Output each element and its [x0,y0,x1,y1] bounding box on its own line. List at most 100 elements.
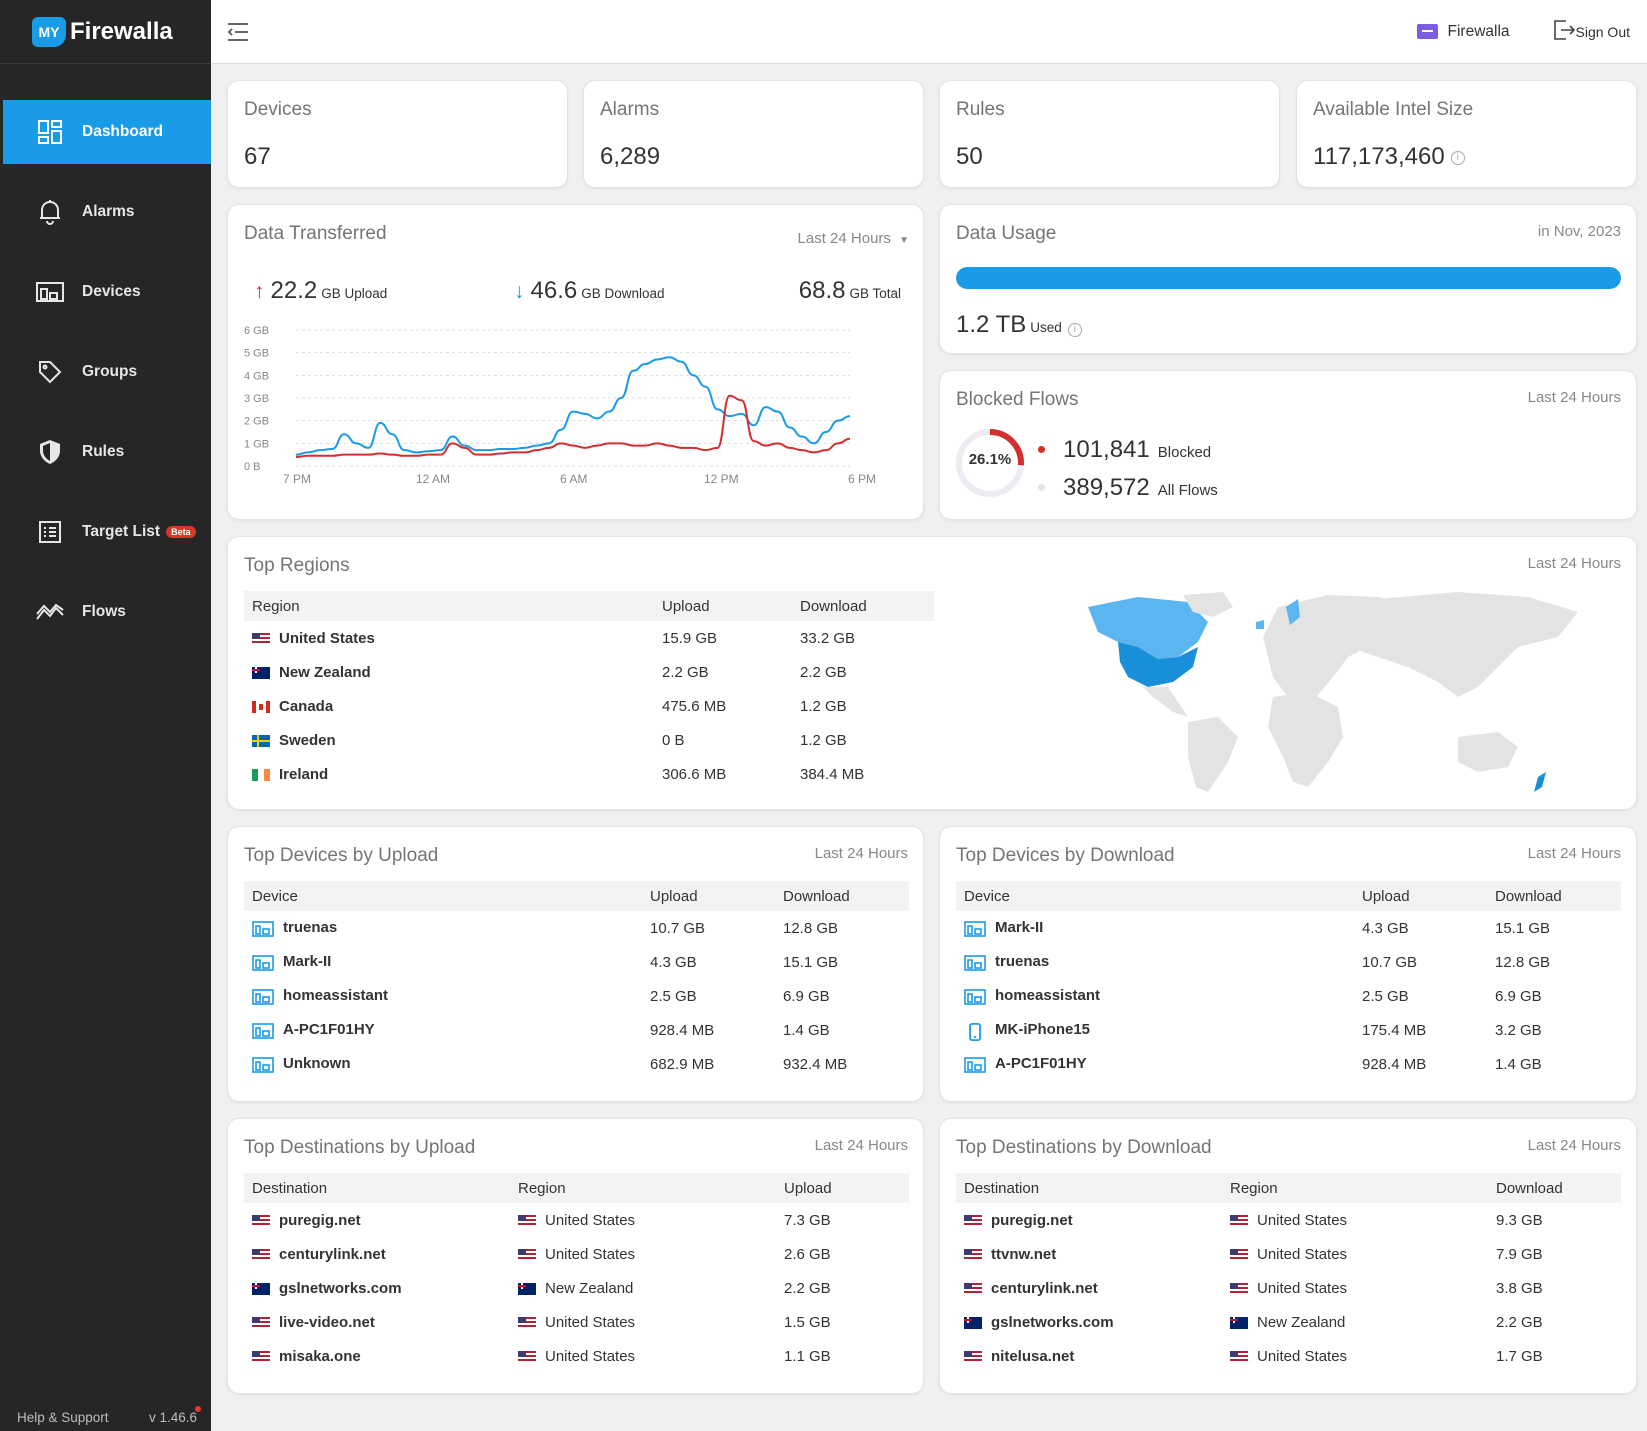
world-map [1088,592,1578,792]
table-row[interactable]: puregig.net United States 7.3 GB [244,1203,909,1237]
sidebar-footer: Help & Support v 1.46.6 [17,1406,201,1425]
upload-series-line [295,394,851,458]
device-name[interactable]: Mark-II [283,953,332,971]
flag-nz-icon [252,666,270,679]
table-row[interactable]: MK-iPhone15 175.4 MB 3.2 GB [956,1013,1621,1047]
region-cell: New Zealand [1222,1305,1488,1339]
region-name: Ireland [279,765,329,783]
y-tick-label: 5 GB [244,348,269,360]
all-flows-row: 389,572 All Flows [1038,474,1218,502]
total-unit: GB Total [849,286,901,301]
table-row[interactable]: A-PC1F01HY 928.4 MB 1.4 GB [244,1013,909,1047]
stat-card-devices[interactable]: Devices 67 [227,80,568,188]
table-row[interactable]: nitelusa.net United States 1.7 GB [956,1339,1621,1373]
col-upload: Upload [784,1179,832,1197]
box-selector[interactable]: Firewalla [1416,23,1510,41]
table-row[interactable]: ttvnw.net United States 7.9 GB [956,1237,1621,1271]
region-name: United States [545,1245,636,1263]
total-metric: 68.8 GB Total [799,277,901,305]
table-row[interactable]: Mark-II 4.3 GB 15.1 GB [956,911,1621,945]
computer-icon [252,920,274,937]
upload-cell: 928.4 MB [650,1021,715,1039]
table-row[interactable]: gslnetworks.com New Zealand 2.2 GB [956,1305,1621,1339]
table-row[interactable]: Sweden 0 B 1.2 GB [244,723,934,757]
upload-unit: GB Upload [321,286,388,301]
logo[interactable]: MY Firewalla [0,0,211,64]
col-device: Device [964,887,1010,905]
sidebar-item-rules[interactable]: Rules [0,420,211,484]
x-tick-label: 6 AM [560,472,587,486]
help-support-link[interactable]: Help & Support [17,1410,109,1425]
table-row[interactable]: puregig.net United States 9.3 GB [956,1203,1621,1237]
card-title: Top Devices by Download [956,845,1175,866]
upload-metric: ↑ 22.2 GB Upload [254,277,387,305]
destination-cell: puregig.net [956,1203,1222,1237]
table-row[interactable]: A-PC1F01HY 928.4 MB 1.4 GB [956,1047,1621,1081]
y-tick-label: 6 GB [244,325,269,337]
flag-us-icon [518,1214,536,1227]
shield-icon [36,438,64,466]
blocked-flows-card[interactable]: Blocked Flows Last 24 Hours 26.1% 101,84… [939,370,1637,520]
device-name[interactable]: truenas [283,919,338,937]
sidebar-item-alarms[interactable]: Alarms [0,180,211,244]
col-destination: Destination [252,1179,328,1197]
table-row[interactable]: Ireland 306.6 MB 384.4 MB [244,757,934,791]
destination-name: nitelusa.net [991,1347,1075,1365]
destination-name: misaka.one [279,1347,361,1365]
stat-card-rules[interactable]: Rules 50 [939,80,1280,188]
destination-cell: live-video.net [244,1305,510,1339]
device-name[interactable]: A-PC1F01HY [995,1055,1087,1073]
period-dropdown[interactable]: Last 24 Hours ▼ [798,230,909,247]
col-download: Download [1496,1179,1563,1197]
sidebar-item-flows[interactable]: Flows [0,580,211,644]
table-row[interactable]: misaka.one United States 1.1 GB [244,1339,909,1373]
info-icon[interactable]: i [1067,323,1082,337]
table-row[interactable]: New Zealand 2.2 GB 2.2 GB [244,655,934,689]
device-name[interactable]: A-PC1F01HY [283,1021,375,1039]
device-name[interactable]: homeassistant [283,987,389,1005]
menu-collapse-icon[interactable] [227,19,253,45]
card-title: Data Usage [956,223,1057,244]
table-row[interactable]: gslnetworks.com New Zealand 2.2 GB [244,1271,909,1305]
sidebar-item-groups[interactable]: Groups [0,340,211,404]
table-row[interactable]: live-video.net United States 1.5 GB [244,1305,909,1339]
blocked-percent: 26.1% [968,451,1012,468]
device-name[interactable]: homeassistant [995,987,1101,1005]
region-cell: United States [510,1305,776,1339]
computer-icon [252,1056,274,1073]
blocked-value: 101,841 [1063,436,1150,463]
table-row[interactable]: centurylink.net United States 2.6 GB [244,1237,909,1271]
table-row[interactable]: Canada 475.6 MB 1.2 GB [244,689,934,723]
device-name[interactable]: Unknown [283,1055,351,1073]
table-row[interactable]: United States 15.9 GB 33.2 GB [244,621,934,655]
download-value: 46.6 [530,277,578,304]
map-ireland [1256,620,1264,629]
table-row[interactable]: homeassistant 2.5 GB 6.9 GB [244,979,909,1013]
flag-us-icon [252,1316,270,1329]
device-name[interactable]: MK-iPhone15 [995,1021,1091,1039]
computer-icon [252,988,274,1005]
sidebar-item-target-list[interactable]: Target List Beta [0,500,211,564]
table-row[interactable]: Mark-II 4.3 GB 15.1 GB [244,945,909,979]
table-row[interactable]: centurylink.net United States 3.8 GB [956,1271,1621,1305]
col-upload: Upload [662,597,710,615]
upload-cell: 2.5 GB [650,987,697,1005]
sidebar-item-devices[interactable]: Devices [0,260,211,324]
computer-icon [252,1022,274,1039]
region-name: Canada [279,697,334,715]
table-row[interactable]: truenas 10.7 GB 12.8 GB [956,945,1621,979]
table-row[interactable]: homeassistant 2.5 GB 6.9 GB [956,979,1621,1013]
region-cell: Sweden [244,723,654,757]
map-canada [1088,597,1208,659]
info-icon[interactable]: i [1450,150,1465,165]
stat-label: Rules [956,99,1005,120]
table-row[interactable]: truenas 10.7 GB 12.8 GB [244,911,909,945]
col-region: Region [518,1179,566,1197]
table-row[interactable]: Unknown 682.9 MB 932.4 MB [244,1047,909,1081]
device-name[interactable]: truenas [995,953,1050,971]
device-name[interactable]: Mark-II [995,919,1044,937]
sign-out-button[interactable]: Sign Out [1553,20,1630,43]
sidebar-item-dashboard[interactable]: Dashboard [3,100,211,164]
stat-value: 117,173,460 i [1313,143,1465,171]
stat-card-alarms[interactable]: Alarms 6,289 [583,80,924,188]
